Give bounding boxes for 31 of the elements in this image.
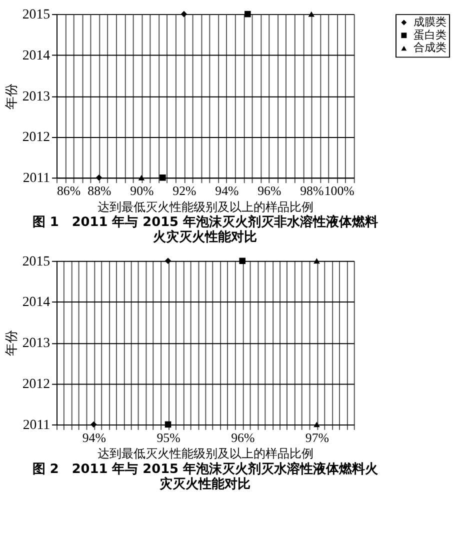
x-tick-label: 96% xyxy=(231,430,255,445)
y-tick-label: 2013 xyxy=(22,336,50,352)
x-tick-label: 94% xyxy=(82,430,106,445)
x-tick-label: 95% xyxy=(156,430,181,445)
y-tick-label: 2014 xyxy=(22,295,50,310)
x-axis-title: 达到最低灭火性能级别及以上的样品比例 xyxy=(98,446,314,461)
y-tick-label: 2015 xyxy=(22,254,50,270)
text: 图 2 2011 年与 2015 年泡沫灭火剂灭水溶性液体燃料火灾灭火性能对比 xyxy=(32,461,379,492)
y-tick-label: 2015 xyxy=(22,8,50,23)
y-tick-label: 2011 xyxy=(22,418,50,433)
y-tick-label: 2012 xyxy=(22,377,50,392)
x-tick-label: 86% xyxy=(57,184,81,198)
x-tick-label: 96% xyxy=(258,184,282,198)
y-tick-label: 2013 xyxy=(22,89,50,104)
x-tick-label: 92% xyxy=(172,184,197,198)
y-axis-title: 年份 xyxy=(4,83,20,110)
legend-label: 合成类 xyxy=(413,41,446,54)
x-tick-label: 88% xyxy=(88,184,112,198)
text: 图 1 2011 年与 2015 年泡沫灭火剂灭非水溶性液体燃料火灾灭火性能对比 xyxy=(32,214,378,246)
x-tick-label: 97% xyxy=(305,430,330,445)
y-tick-label: 2012 xyxy=(22,130,50,146)
y-tick-label: 2011 xyxy=(22,171,50,186)
x-tick-label: 100% xyxy=(324,184,355,198)
legend-label: 成膜类 xyxy=(413,15,446,28)
y-axis-title: 年份 xyxy=(4,330,20,356)
x-axis-title: 达到最低灭火性能级别及以上的样品比例 xyxy=(98,200,314,214)
legend-label: 蛋白类 xyxy=(413,28,446,42)
x-tick-label: 90% xyxy=(130,184,154,198)
y-tick-label: 2014 xyxy=(22,48,50,64)
x-tick-label: 98% xyxy=(300,184,324,198)
x-tick-label: 94% xyxy=(215,184,239,198)
